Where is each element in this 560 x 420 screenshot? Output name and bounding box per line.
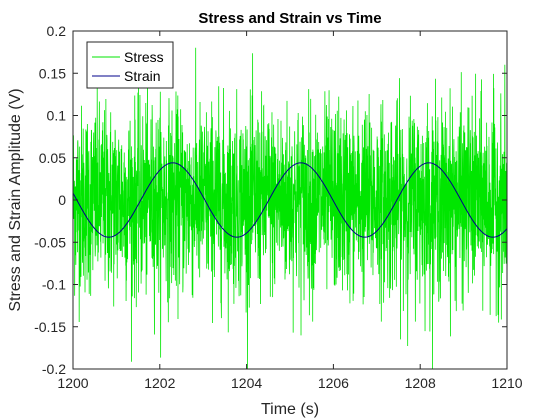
x-tick-label: 1202 [144,375,175,391]
x-tick-label: 1210 [491,375,522,391]
y-tick-label: -0.2 [42,361,66,377]
legend-box [86,41,174,89]
x-axis-title: Time (s) [261,401,319,418]
legend: Stress Strain [86,41,174,89]
x-tick-label: 1206 [318,375,349,391]
y-tick-label: 0.2 [47,23,67,39]
y-tick-label: -0.05 [34,234,66,250]
y-tick-label: 0.05 [39,150,66,166]
y-axis: -0.2 -0.15 -0.1 -0.05 0 0.05 0.1 0.15 0.2 [34,23,507,377]
y-tick-label: 0.15 [39,65,66,81]
x-tick-label: 1208 [405,375,436,391]
strain-line [72,162,508,238]
y-axis-title: Stress and Strain Amplitude (V) [7,88,24,311]
strain-series [72,162,508,238]
y-tick-label: 0 [58,192,66,208]
x-tick-label: 1204 [231,375,262,391]
stress-series [72,47,508,370]
y-tick-label: -0.1 [42,277,66,293]
legend-stress-label: Stress [124,49,164,65]
chart-title: Stress and Strain vs Time [198,10,381,27]
stress-line [72,47,508,370]
x-tick-label: 1200 [57,375,88,391]
legend-strain-label: Strain [124,68,161,84]
y-tick-label: -0.15 [34,319,66,335]
x-axis: 1200 1202 1204 1206 1208 1210 [57,31,523,391]
y-tick-label: 0.1 [47,108,67,124]
